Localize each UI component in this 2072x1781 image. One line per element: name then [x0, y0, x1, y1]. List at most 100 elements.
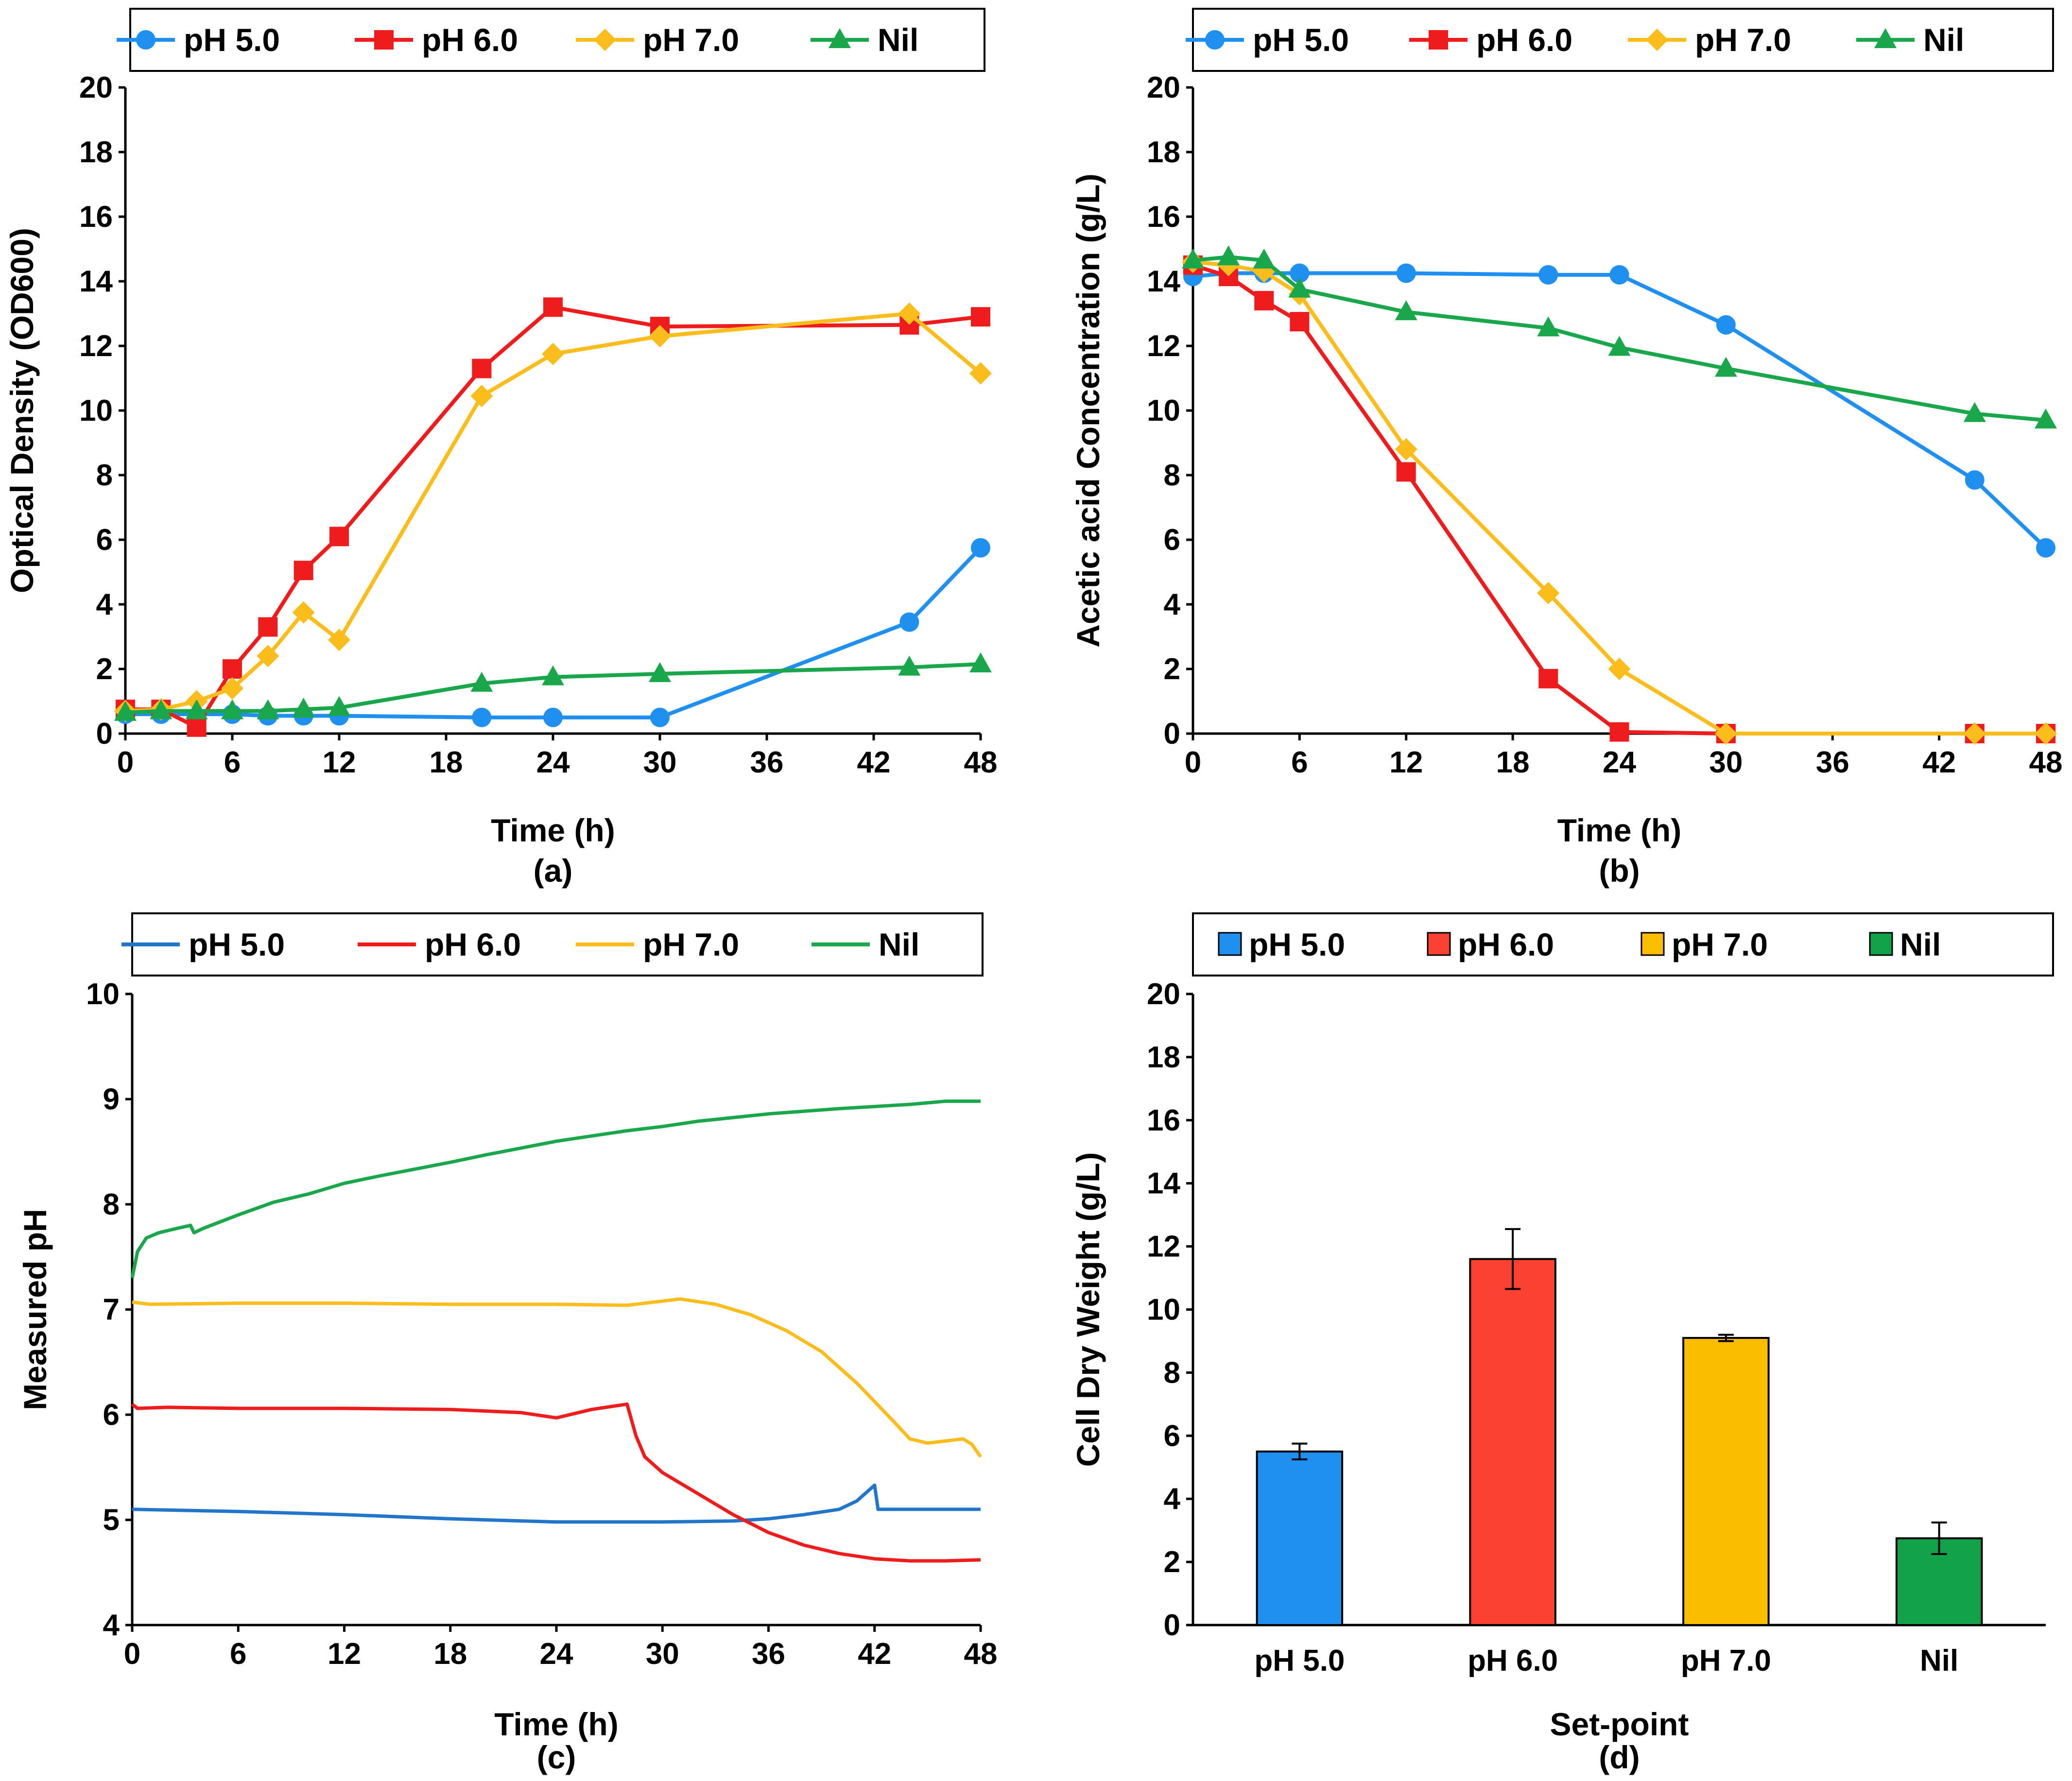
legend-entry: pH 7.0: [1640, 926, 1768, 962]
bar: [1469, 1258, 1556, 1627]
legend-label: pH 6.0: [1476, 22, 1572, 58]
legend-marker: [829, 28, 851, 48]
y-tick-label: 8: [1164, 1356, 1180, 1389]
data-point: [899, 612, 919, 632]
data-point: [1396, 263, 1416, 283]
y-tick-label: 12: [1147, 329, 1180, 363]
legend-marker: [1646, 29, 1668, 51]
x-tick-label: 6: [230, 1637, 246, 1671]
data-point: [1714, 357, 1737, 377]
legend-entry: pH 5.0: [117, 22, 280, 58]
y-tick-label: 2: [1164, 1545, 1180, 1579]
data-point: [221, 699, 243, 719]
series-line: [1192, 260, 2046, 736]
chart-panel-c: 4 5 6 7 8 9 10 0 6 12 18 24 30 36 42 48 Measured pH Time …: [17, 912, 997, 1775]
legend-marker: [374, 30, 394, 50]
legend-entry: pH 6.0: [1427, 926, 1554, 962]
y-tick-label: 16: [1147, 200, 1180, 234]
y-tick-label: 6: [1164, 523, 1180, 557]
data-point: [2035, 722, 2057, 745]
y-tick-label: 2: [1164, 652, 1180, 686]
data-point: [1608, 658, 1631, 680]
data-point: [1609, 265, 1629, 285]
legend-label: pH 7.0: [643, 22, 739, 58]
bar-group: pH 5.0: [1254, 1442, 1345, 1678]
x-tick-label: 42: [1922, 746, 1956, 779]
chart-panel-d: 0 2 4 6 8 10 12 14 16 18 20 Cell Dry Weight (g/L) Se…: [1070, 912, 2054, 1775]
series-nil: [130, 1099, 981, 1279]
bar-group: pH 6.0: [1468, 1228, 1558, 1678]
data-point: [294, 561, 313, 581]
legend-marker: [1205, 30, 1225, 50]
data-point: [292, 698, 315, 718]
legend-label: pH 6.0: [425, 926, 521, 962]
legend-label: pH 5.0: [189, 926, 285, 962]
series-nil: [1182, 245, 2057, 428]
legend-label: Nil: [1900, 926, 1941, 962]
bar-group: Nil: [1895, 1521, 1983, 1678]
x-tick-label: 30: [643, 746, 677, 779]
y-tick-label: 18: [79, 136, 113, 169]
y-tick-label: 18: [1147, 136, 1180, 169]
x-tick-label: 18: [430, 746, 463, 779]
y-tick-label: 20: [1147, 71, 1180, 104]
x-tick-label: 42: [858, 1637, 891, 1671]
legend-swatch: [1869, 932, 1893, 956]
data-point: [1395, 438, 1417, 461]
y-tick-label: 4: [1164, 1482, 1181, 1516]
series-line: [1192, 255, 2046, 422]
x-tick-label: 36: [752, 1637, 785, 1671]
series-line: [125, 305, 981, 729]
x-tick-label: 24: [1603, 746, 1636, 779]
legend-label: Nil: [879, 926, 919, 962]
data-point: [971, 538, 990, 558]
x-tick-label: 18: [1496, 746, 1530, 779]
series-ph-6-0: [131, 1402, 981, 1563]
data-point: [329, 527, 349, 547]
data-point: [543, 707, 563, 727]
x-tick-label: pH 7.0: [1681, 1644, 1771, 1678]
data-point: [1716, 315, 1736, 335]
data-point: [150, 699, 173, 719]
y-tick-label: 6: [103, 1398, 120, 1432]
legend-entry: pH 6.0: [358, 926, 521, 962]
data-point: [1254, 291, 1274, 310]
data-point: [1963, 722, 1986, 745]
data-point: [185, 699, 208, 719]
legend-label: pH 6.0: [422, 22, 518, 58]
legend-entry: pH 5.0: [1186, 22, 1349, 58]
legend-label: Nil: [878, 22, 918, 58]
x-tick-label: 48: [2029, 746, 2063, 779]
legend-label: pH 5.0: [184, 22, 280, 58]
y-tick-label: 10: [1147, 1293, 1180, 1327]
y-tick-label: 7: [103, 1293, 120, 1327]
x-tick-label: 6: [224, 746, 241, 779]
y-tick-label: 8: [1164, 459, 1180, 492]
y-tick-label: 14: [1147, 1167, 1180, 1200]
y-tick-label: 8: [96, 459, 113, 492]
y-tick-label: 8: [103, 1188, 120, 1221]
data-point: [969, 362, 992, 385]
y-tick-label: 10: [1147, 394, 1180, 428]
legend-label: pH 7.0: [643, 926, 739, 962]
legend-entry: Nil: [1869, 926, 1941, 962]
y-tick-label: 20: [1147, 977, 1180, 1011]
x-tick-label: 24: [536, 746, 570, 779]
legend-marker: [594, 29, 616, 51]
y-tick-label: 20: [79, 71, 113, 104]
data-point: [472, 359, 492, 378]
series-ph-7-0: [132, 1297, 982, 1458]
legend-label: pH 7.0: [1695, 22, 1791, 58]
y-axis-title: Cell Dry Weight (g/L): [1070, 1152, 1106, 1467]
series-ph-7-0: [1182, 251, 2057, 745]
y-tick-label: 6: [1164, 1419, 1180, 1453]
legend-label: pH 6.0: [1458, 926, 1554, 962]
data-point: [258, 617, 278, 637]
y-tick-label: 12: [1147, 1230, 1180, 1264]
panel-label: (d): [1599, 1739, 1640, 1775]
y-tick-label: 4: [103, 1609, 120, 1642]
x-tick-label: 12: [1389, 746, 1423, 779]
data-point: [1290, 263, 1310, 283]
legend-entry: pH 6.0: [1409, 22, 1572, 58]
